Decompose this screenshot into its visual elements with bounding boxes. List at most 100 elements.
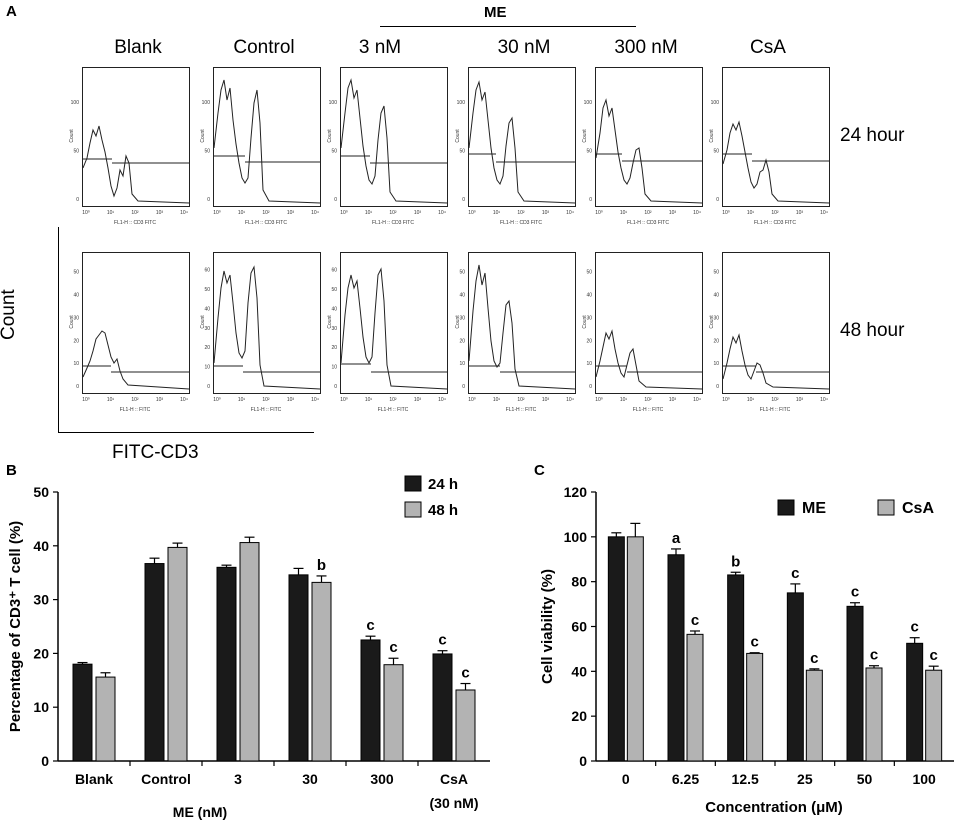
bar-me [607, 536, 625, 762]
bar-me [667, 554, 685, 762]
bar-48h [95, 676, 116, 762]
histogram-x-label: FL1-H :: CD3 FITC [627, 220, 669, 226]
column-label-300nm: 300 nM [614, 37, 678, 58]
histogram-y-tick: 10 [586, 361, 592, 367]
bar-csa [686, 633, 704, 762]
histogram-x-tick: 10³ [669, 210, 677, 216]
histogram-y-tick: 100 [202, 100, 211, 106]
histogram-y-tick: 50 [713, 149, 719, 155]
x-category-label: 300 [370, 771, 394, 787]
histogram-y-tick: 100 [329, 100, 338, 106]
histogram-y-label: Count [582, 315, 588, 329]
y-tick-label: 10 [33, 699, 49, 715]
legend-label: 24 h [428, 476, 458, 493]
histogram-y-tick: 0 [589, 384, 592, 390]
histogram-x-tick: 10³ [287, 210, 295, 216]
histogram-y-tick: 30 [586, 315, 592, 321]
bar-48h [311, 581, 332, 762]
histogram-y-tick: 50 [586, 270, 592, 276]
histogram-y-tick: 50 [459, 149, 465, 155]
significance-label: c [810, 650, 818, 667]
bar-48h [239, 542, 260, 762]
x-axis-label: Concentration (μM) [705, 799, 843, 816]
histogram-x-tick: 10⁴ [438, 397, 446, 403]
histogram-x-tick: 10⁴ [566, 210, 574, 216]
y-tick-label: 40 [571, 663, 587, 679]
significance-label: c [870, 647, 878, 664]
y-tick-label: 120 [564, 484, 588, 500]
x-category-label: 3 [234, 771, 242, 787]
histogram-x-tick: 10¹ [365, 397, 373, 403]
histogram-y-tick: 50 [459, 270, 465, 276]
bar-csa [746, 652, 764, 762]
histogram-y-tick: 0 [334, 384, 337, 390]
column-label-control: Control [233, 37, 295, 58]
histogram-x-tick: 10³ [796, 210, 804, 216]
histogram-x-tick: 10⁴ [311, 397, 319, 403]
histogram-x-tick: 10³ [156, 397, 164, 403]
bar-24h [144, 563, 165, 762]
histogram-y-label: Count [709, 315, 715, 329]
x-category-sublabel: (30 nM) [430, 795, 479, 811]
histogram-x-label: FL1-H :: CD3 FITC [754, 220, 796, 226]
histogram-x-label: FL1-H :: FITC [251, 407, 282, 413]
histogram-x-tick: 10² [771, 210, 779, 216]
histogram-y-tick: 40 [586, 293, 592, 299]
histogram-y-label: Count [69, 315, 75, 329]
histogram-x-tick: 10³ [669, 397, 677, 403]
x-category-label: 50 [857, 771, 873, 787]
histogram-curve [83, 330, 189, 390]
histogram-x-tick: 10³ [542, 397, 550, 403]
bar-24h [288, 574, 309, 762]
x-group-label: ME (nM) [173, 804, 227, 820]
y-tick-label: 30 [33, 592, 49, 608]
histogram-y-label: Count [327, 129, 333, 143]
histogram-y-label: Count [327, 315, 333, 329]
histogram-x-tick: 10⁰ [82, 210, 90, 216]
histogram-y-tick: 50 [586, 149, 592, 155]
histogram-x-tick: 10⁴ [820, 210, 828, 216]
histogram-x-tick: 10⁴ [566, 397, 574, 403]
y-tick-label: 20 [33, 645, 49, 661]
histogram-x-tick: 10⁰ [340, 210, 348, 216]
histogram-y-tick: 0 [207, 384, 210, 390]
histogram-y-tick: 30 [73, 315, 79, 321]
histogram-y-label: Count [455, 315, 461, 329]
y-tick-label: 60 [571, 619, 587, 635]
histogram-curve [723, 333, 829, 390]
histogram-x-tick: 10⁰ [722, 210, 730, 216]
histogram-x-tick: 10⁴ [311, 210, 319, 216]
histogram-x-tick: 10³ [414, 210, 422, 216]
histogram-y-tick: 30 [331, 326, 337, 332]
histogram-x-label: FL1-H :: FITC [506, 407, 537, 413]
histogram-y-tick: 60 [331, 268, 337, 274]
histogram-x-tick: 10² [517, 210, 525, 216]
histogram-curve [341, 78, 447, 204]
axis-frame-bottom [58, 432, 314, 433]
histogram-x-label: FL1-H :: CD3 FITC [500, 220, 542, 226]
histogram-y-tick: 100 [584, 100, 593, 106]
histogram-y-tick: 40 [459, 293, 465, 299]
histogram-x-tick: 10² [644, 210, 652, 216]
histogram-24h-30nm [468, 67, 576, 207]
histogram-y-tick: 30 [713, 315, 719, 321]
histogram-x-tick: 10⁰ [722, 397, 730, 403]
histogram-x-tick: 10¹ [238, 210, 246, 216]
histogram-x-tick: 10² [389, 397, 397, 403]
histogram-y-tick: 50 [204, 287, 210, 293]
histogram-curve [214, 79, 320, 204]
histogram-y-label: Count [709, 129, 715, 143]
histogram-y-tick: 40 [204, 306, 210, 312]
histogram-x-tick: 10² [262, 210, 270, 216]
legend-label: 48 h [428, 502, 458, 519]
histogram-y-tick: 10 [713, 361, 719, 367]
significance-label: b [731, 553, 740, 570]
axis-frame-left [58, 227, 59, 432]
histogram-y-tick: 100 [457, 100, 466, 106]
x-category-label: 12.5 [732, 771, 759, 787]
histogram-y-tick: 50 [204, 149, 210, 155]
histogram-48h-control [213, 252, 321, 394]
histogram-x-tick: 10⁴ [180, 397, 188, 403]
histogram-y-tick: 0 [76, 384, 79, 390]
